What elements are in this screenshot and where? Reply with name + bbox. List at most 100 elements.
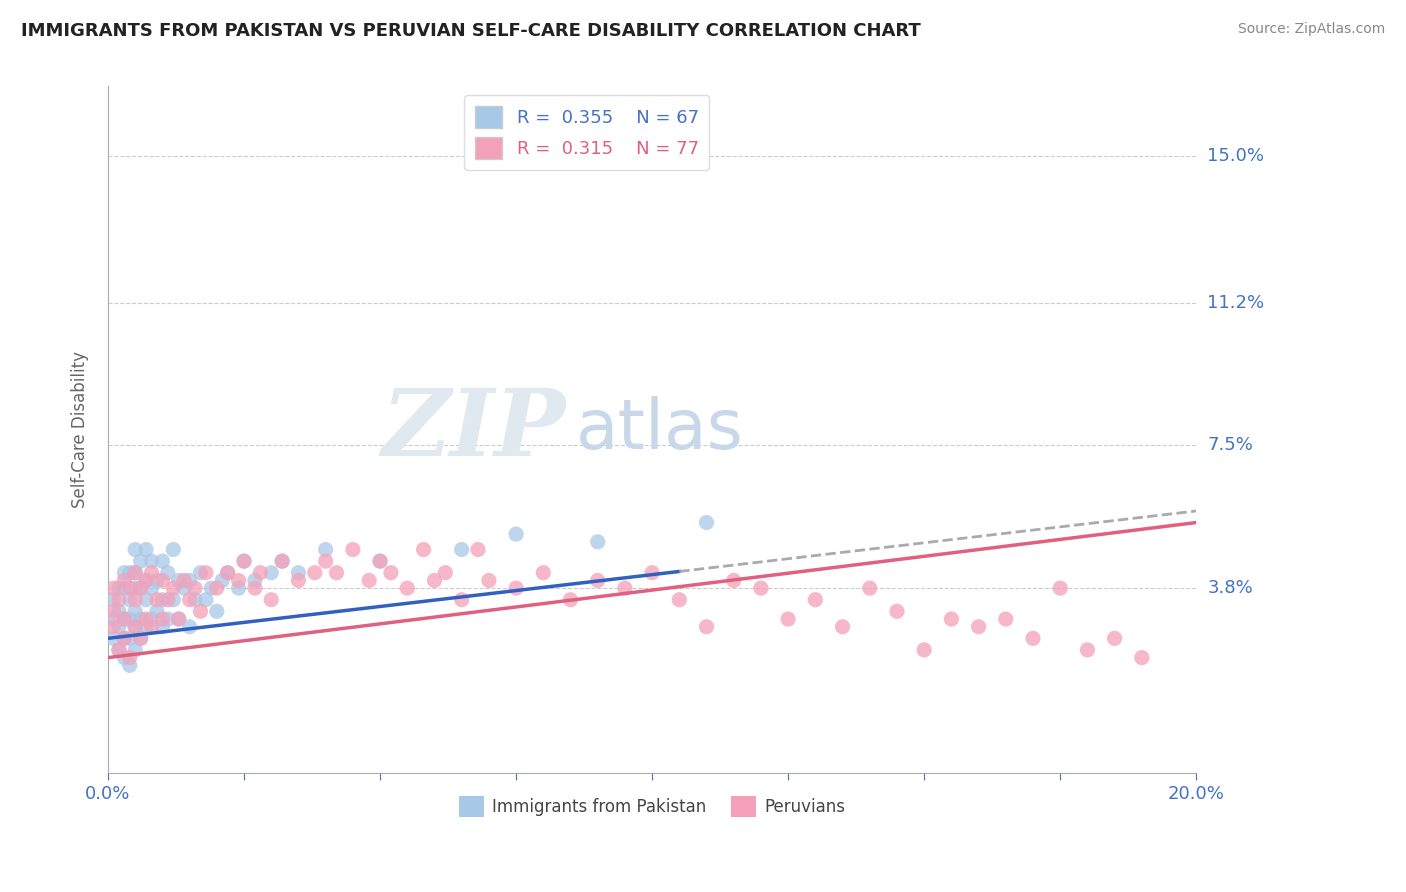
Point [135,612,157,626]
Point [124,604,146,618]
Point [124,542,146,557]
Point [190,566,212,580]
Point [135,574,157,588]
Point [586,534,609,549]
Point [112,632,135,646]
Point [396,581,419,595]
Point [368,554,391,568]
Point [146,592,169,607]
Point [141,620,163,634]
Point [1130,650,1153,665]
Point [967,620,990,634]
Point [141,554,163,568]
Point [108,581,131,595]
Point [112,632,135,646]
Point [1076,643,1098,657]
Point [152,620,174,634]
Point [146,574,169,588]
Point [696,516,718,530]
Point [260,566,283,580]
Point [723,574,745,588]
Point [141,566,163,580]
Point [233,554,256,568]
Point [423,574,446,588]
Point [152,592,174,607]
Point [108,604,131,618]
Point [749,581,772,595]
Point [315,554,337,568]
Point [112,612,135,626]
Point [859,581,882,595]
Point [941,612,963,626]
Point [129,632,152,646]
Point [434,566,457,580]
Point [287,574,309,588]
Point [1049,581,1071,595]
Point [162,581,184,595]
Point [156,566,179,580]
Point [103,592,125,607]
Point [179,620,201,634]
Point [505,581,527,595]
Point [886,604,908,618]
Point [994,612,1017,626]
Point [103,632,125,646]
Point [118,566,141,580]
Point [586,574,609,588]
Point [315,542,337,557]
Point [167,574,190,588]
Point [108,643,131,657]
Point [124,643,146,657]
Point [141,612,163,626]
Point [184,581,207,595]
Point [124,566,146,580]
Point [173,574,195,588]
Point [243,581,266,595]
Point [380,566,402,580]
Point [103,612,125,626]
Point [1022,632,1045,646]
Point [118,650,141,665]
Point [205,581,228,595]
Point [260,592,283,607]
Point [129,581,152,595]
Point [146,604,169,618]
Point [668,592,690,607]
Point [162,592,184,607]
Point [152,612,174,626]
Point [152,574,174,588]
Point [179,574,201,588]
Point [190,604,212,618]
Point [217,566,239,580]
Point [696,620,718,634]
Point [112,650,135,665]
Point [124,620,146,634]
Point [152,554,174,568]
Point [162,542,184,557]
Point [129,612,152,626]
Point [141,581,163,595]
Point [124,581,146,595]
Point [135,592,157,607]
Point [412,542,434,557]
Point [200,581,222,595]
Point [118,612,141,626]
Point [103,620,125,634]
Point [217,566,239,580]
Point [467,542,489,557]
Point [103,604,125,618]
Text: 11.2%: 11.2% [1208,293,1264,311]
Point [249,566,271,580]
Text: 7.5%: 7.5% [1208,436,1253,454]
Point [325,566,347,580]
Point [108,592,131,607]
Point [112,574,135,588]
Text: atlas: atlas [576,396,744,464]
Point [194,566,217,580]
Point [124,620,146,634]
Point [179,592,201,607]
Point [184,592,207,607]
Point [124,566,146,580]
Point [205,604,228,618]
Point [505,527,527,541]
